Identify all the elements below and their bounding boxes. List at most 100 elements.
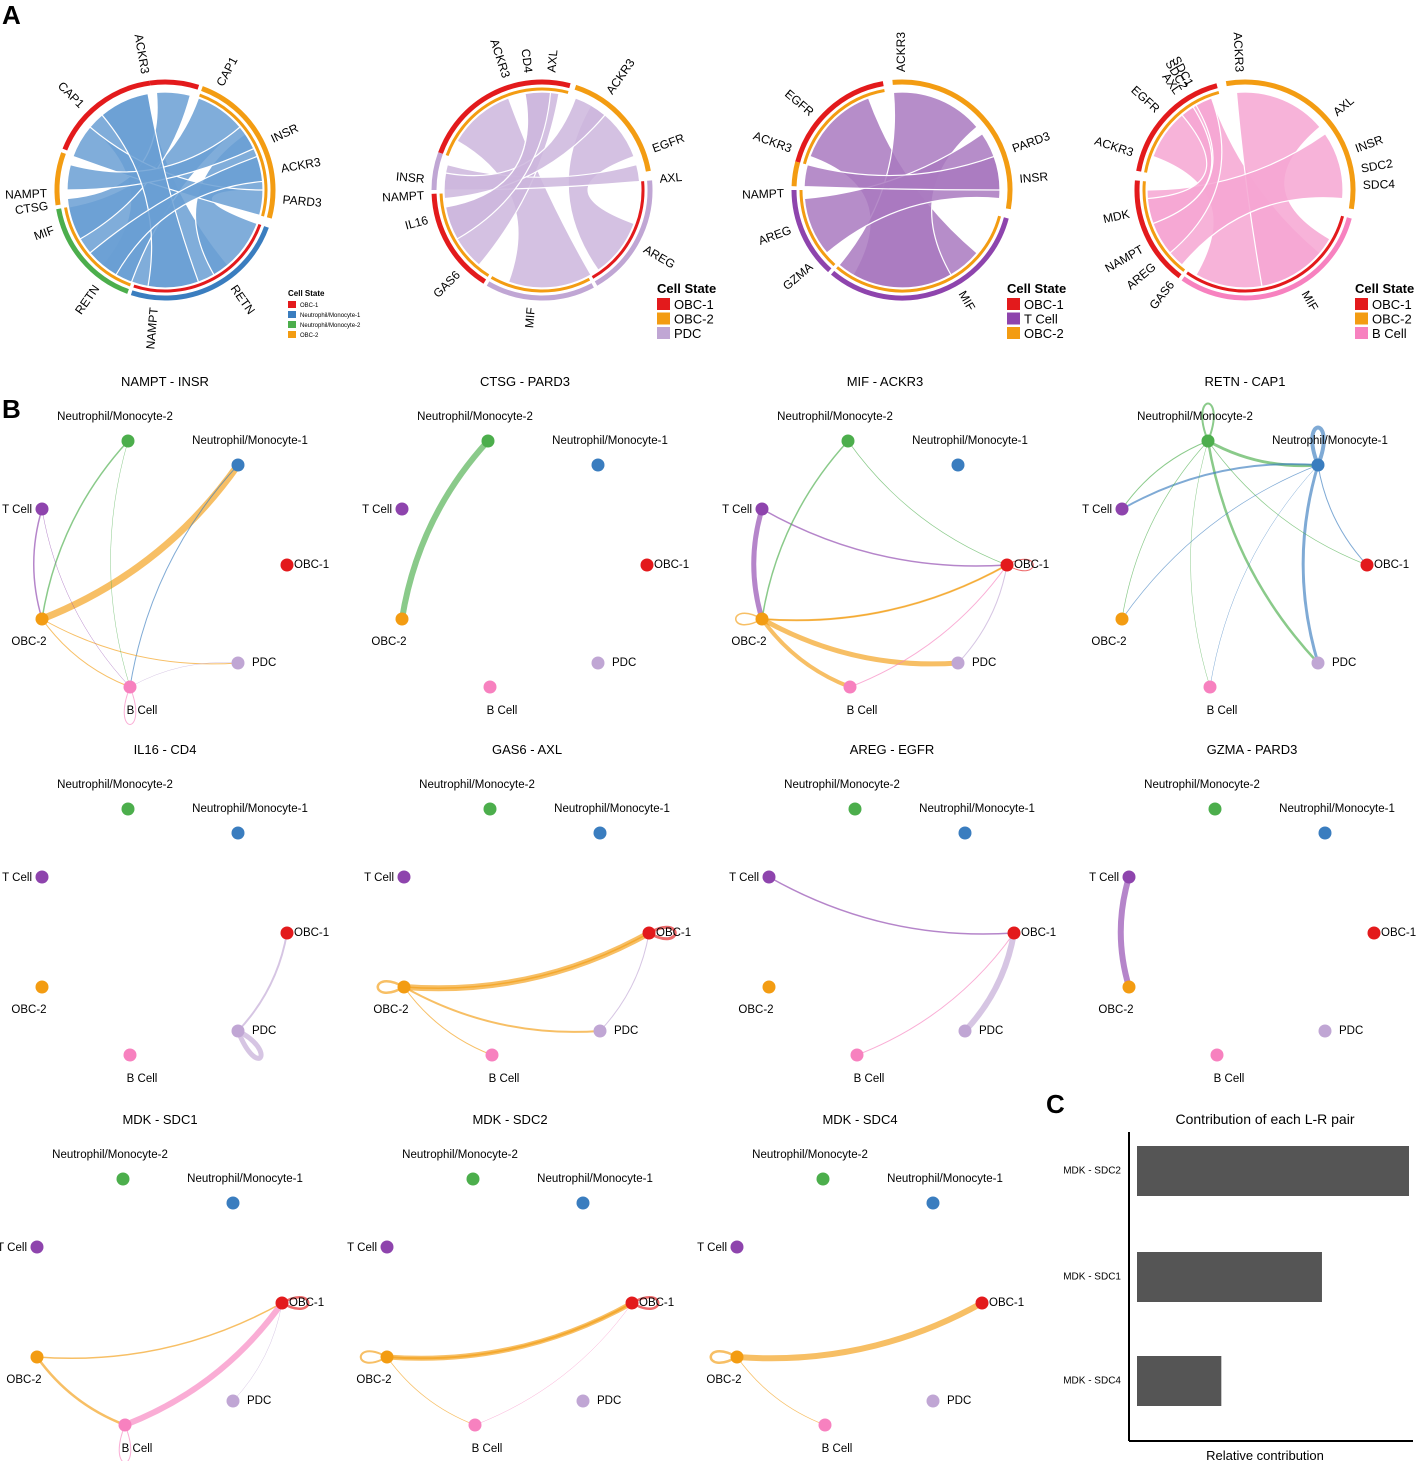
- legend-swatch: [1007, 327, 1020, 339]
- contribution-bar: [1137, 1146, 1409, 1196]
- network-node: [35, 980, 49, 994]
- network-node-label: OBC-2: [11, 636, 46, 648]
- network-node-label: T Cell: [0, 1242, 27, 1254]
- network-title: RETN - CAP1: [1205, 374, 1286, 389]
- bar-category-label: MDK - SDC1: [1063, 1272, 1121, 1283]
- network-node-label: OBC-1: [639, 1297, 674, 1309]
- network-node: [850, 1048, 864, 1062]
- legend-label: OBC-2: [1024, 326, 1064, 341]
- network-edge: [359, 1350, 388, 1364]
- network-node-label: Neutrophil/Monocyte-1: [887, 1173, 1003, 1185]
- network-node-label: OBC-2: [11, 1004, 46, 1016]
- network-node: [755, 502, 769, 516]
- network-title: NAMPT - INSR: [121, 374, 209, 389]
- chord-gene-label: MIF: [956, 288, 978, 313]
- network-node-label: T Cell: [362, 504, 392, 516]
- network-node: [762, 980, 776, 994]
- legend-label: PDC: [674, 326, 701, 341]
- network-plot: MDK - SDC1 Neutrophil/Monocyte-2 Neutrophi…: [0, 1112, 324, 1461]
- network-edge: [761, 440, 849, 620]
- network-node-label: B Cell: [472, 1443, 503, 1455]
- chord-outer-arc: [795, 81, 884, 163]
- network-node-label: PDC: [252, 657, 276, 669]
- network-node-label: OBC-1: [1021, 927, 1056, 939]
- network-node-label: OBC-1: [1014, 559, 1049, 571]
- network-node: [848, 802, 862, 816]
- network-node-label: B Cell: [127, 1073, 158, 1085]
- legend-title: Cell State: [1007, 281, 1066, 296]
- chord-gene-label: GAS6: [1146, 278, 1177, 312]
- legend-swatch: [1007, 298, 1020, 310]
- network-node-label: PDC: [979, 1025, 1003, 1037]
- network-node-label: OBC-1: [1381, 927, 1416, 939]
- chord-gene-label: PARD3: [1010, 129, 1052, 156]
- network-node-label: Neutrophil/Monocyte-2: [417, 411, 533, 423]
- network-node: [958, 1024, 972, 1038]
- legend-swatch: [1355, 327, 1368, 339]
- chord-inner-arc: [439, 193, 490, 277]
- network-node-label: T Cell: [2, 504, 32, 516]
- legend-swatch: [657, 312, 670, 325]
- chord-gene-label: ACKR3: [751, 129, 794, 156]
- network-node: [1201, 434, 1215, 448]
- network-node-label: PDC: [612, 657, 636, 669]
- chord-gene-label: INSR: [395, 169, 425, 185]
- network-edge: [41, 440, 129, 620]
- network-edge: [122, 1300, 285, 1428]
- network-plot: MDK - SDC2 Neutrophil/Monocyte-2 Neutrophi…: [347, 1112, 674, 1455]
- network-edge: [403, 986, 601, 1033]
- network-node-label: B Cell: [489, 1073, 520, 1085]
- legend-swatch: [657, 298, 670, 310]
- network-node-label: T Cell: [1089, 872, 1119, 884]
- chord-outer-arc: [130, 226, 269, 301]
- network-edge: [761, 564, 1008, 621]
- network-node: [926, 1394, 940, 1408]
- chord-inner-arc: [64, 207, 131, 287]
- chord-outer-arc: [1225, 79, 1356, 210]
- network-edge: [760, 617, 852, 689]
- network-node-label: Neutrophil/Monocyte-1: [1272, 435, 1388, 447]
- network-node-label: OBC-2: [706, 1374, 741, 1386]
- chord-gene-label: MIF: [32, 223, 56, 243]
- chord-inner-arc: [1142, 181, 1186, 272]
- network-edge: [1117, 874, 1132, 990]
- network-node: [1203, 680, 1217, 694]
- contribution-bar-chart: Contribution of each L-R pair MDK - SDC2 M…: [1063, 1111, 1413, 1461]
- network-edge: [237, 932, 288, 1032]
- legend-swatch: [1355, 312, 1368, 325]
- network-edge: [386, 1356, 476, 1426]
- network-node: [625, 1296, 639, 1310]
- network-edge: [1121, 463, 1319, 510]
- network-node: [395, 612, 409, 626]
- chord-gene-label: ACKR3: [280, 155, 322, 176]
- network-node: [818, 1418, 832, 1432]
- network-node-label: Neutrophil/Monocyte-1: [537, 1173, 653, 1185]
- network-node: [485, 1048, 499, 1062]
- network-node: [231, 656, 245, 670]
- network-edge: [1121, 464, 1319, 620]
- chord-outer-arc: [149, 79, 200, 90]
- network-node-label: Neutrophil/Monocyte-2: [52, 1149, 168, 1161]
- network-edge: [36, 1302, 283, 1360]
- network-edge: [235, 1028, 264, 1061]
- network-node-label: T Cell: [1082, 504, 1112, 516]
- network-node-label: B Cell: [487, 705, 518, 717]
- network-node: [123, 680, 137, 694]
- network-node: [841, 434, 855, 448]
- bar-category-label: MDK - SDC2: [1063, 1166, 1121, 1177]
- network-node-label: OBC-2: [371, 636, 406, 648]
- network-node: [275, 1296, 289, 1310]
- network-node: [481, 434, 495, 448]
- network-edge: [129, 662, 239, 688]
- chord-gene-label: NAMPT: [382, 188, 425, 204]
- network-node: [640, 558, 654, 572]
- chord-outer-arc: [54, 152, 66, 206]
- network-edge: [761, 508, 1008, 567]
- network-node-label: OBC-2: [6, 1374, 41, 1386]
- chord-gene-label: GZMA: [780, 260, 816, 293]
- chord-inner-arc: [1186, 215, 1345, 293]
- chord-gene-label: IL16: [403, 213, 429, 233]
- legend-label: OBC-2: [1372, 312, 1412, 327]
- network-node: [226, 1196, 240, 1210]
- legend-label: OBC-1: [1372, 297, 1412, 312]
